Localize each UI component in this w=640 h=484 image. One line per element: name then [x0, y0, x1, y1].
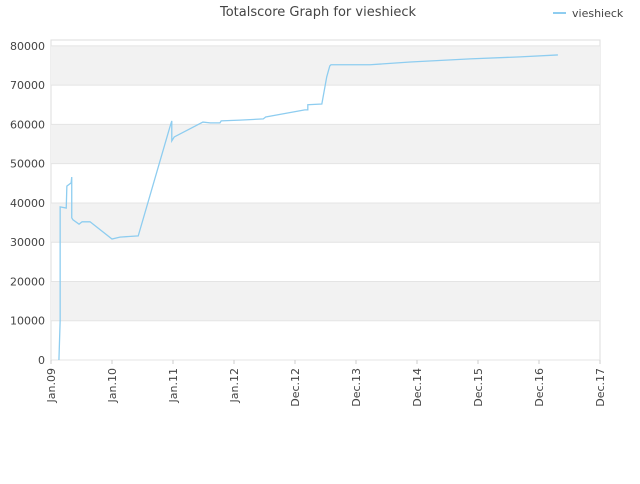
grid-band — [51, 281, 600, 321]
grid-band — [51, 124, 600, 164]
chart-title: Totalscore Graph for vieshieck — [219, 5, 417, 20]
legend-label: vieshieck — [572, 7, 624, 20]
y-tick-label: 80000 — [10, 40, 45, 53]
y-tick-label: 30000 — [10, 236, 45, 249]
x-tick-label: Dec.12 — [289, 368, 302, 407]
y-tick-label: 10000 — [10, 315, 45, 328]
y-tick-label: 20000 — [10, 275, 45, 288]
y-tick-label: 40000 — [10, 197, 45, 210]
y-tick-label: 50000 — [10, 158, 45, 171]
x-tick-label: Dec.15 — [472, 368, 485, 407]
x-tick-label: Jan.09 — [45, 368, 58, 403]
y-tick-label: 60000 — [10, 118, 45, 131]
x-tick-label: Dec.14 — [411, 368, 424, 407]
x-tick-label: Jan.10 — [106, 368, 119, 403]
x-tick-label: Jan.11 — [167, 368, 180, 403]
x-tick-label: Jan.12 — [228, 368, 241, 403]
y-tick-label: 0 — [38, 354, 45, 367]
grid-band — [51, 45, 600, 86]
line — [58, 54, 558, 361]
x-tick-label: Dec.16 — [533, 368, 546, 407]
y-tick-label: 70000 — [10, 79, 45, 92]
x-tick-label: Dec.13 — [350, 368, 363, 407]
x-tick-label: Dec.17 — [594, 368, 607, 407]
